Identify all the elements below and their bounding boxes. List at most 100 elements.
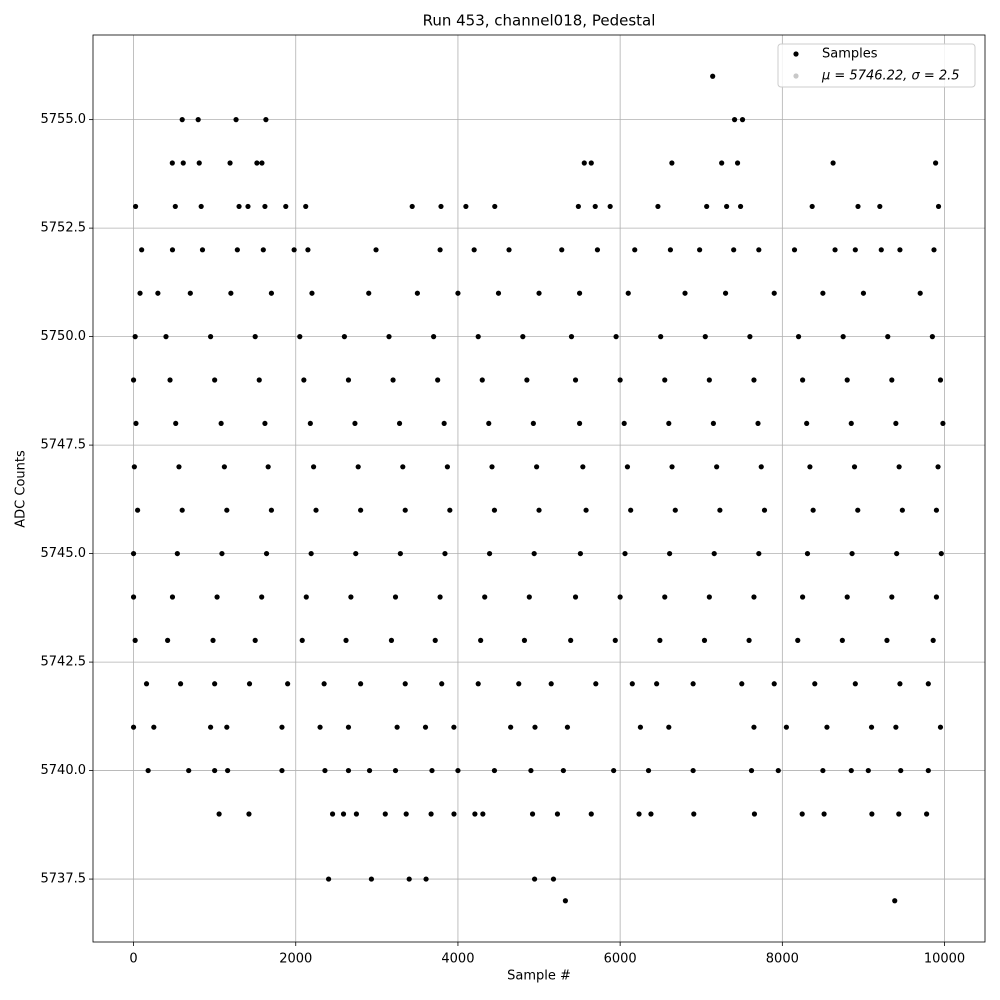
legend-note: μ = 5746.22, σ = 2.5	[821, 69, 960, 84]
point	[265, 464, 271, 470]
point	[386, 334, 392, 340]
point	[897, 681, 903, 687]
point	[751, 811, 758, 817]
point	[832, 247, 838, 253]
point	[396, 420, 403, 427]
point	[130, 377, 137, 383]
point	[938, 550, 944, 557]
point	[667, 247, 674, 253]
point	[451, 724, 457, 730]
point	[655, 203, 661, 210]
point	[669, 464, 675, 470]
point	[617, 377, 623, 383]
point	[682, 290, 688, 296]
point	[341, 334, 348, 340]
point	[133, 420, 139, 427]
point	[896, 811, 902, 817]
point	[592, 203, 598, 210]
y-tick-label: 5745.0	[41, 546, 87, 561]
point	[719, 160, 725, 166]
point	[731, 117, 738, 123]
point	[317, 724, 323, 730]
point	[353, 811, 360, 817]
point	[775, 767, 781, 774]
point	[516, 681, 522, 687]
point	[388, 637, 395, 643]
point	[263, 550, 270, 557]
point	[755, 420, 761, 427]
point	[219, 550, 225, 557]
point	[844, 377, 850, 383]
point	[894, 550, 900, 557]
point	[252, 334, 258, 340]
point	[313, 507, 319, 513]
point	[930, 637, 936, 643]
point	[559, 247, 565, 253]
point	[163, 334, 169, 340]
legend-box	[777, 43, 976, 88]
y-axis-label: ADC Counts	[14, 450, 29, 528]
point	[855, 203, 861, 210]
point	[935, 203, 942, 210]
legend-marker	[793, 73, 799, 79]
point	[212, 377, 218, 383]
point	[366, 290, 372, 296]
point	[246, 811, 252, 817]
point	[714, 464, 720, 470]
point	[214, 594, 220, 600]
point	[933, 507, 940, 513]
point	[402, 681, 408, 687]
point	[455, 290, 461, 296]
point	[717, 507, 723, 513]
point	[761, 507, 768, 513]
point	[810, 507, 816, 513]
point	[180, 160, 186, 166]
point	[672, 507, 678, 513]
point	[486, 420, 492, 427]
point	[632, 247, 638, 253]
point	[268, 290, 275, 296]
point	[804, 420, 810, 427]
point	[437, 594, 443, 600]
point	[897, 247, 903, 253]
point	[931, 247, 937, 253]
point	[576, 420, 583, 427]
point	[130, 724, 137, 730]
point	[662, 377, 668, 383]
point	[628, 507, 634, 513]
point	[345, 767, 352, 774]
point	[771, 681, 777, 687]
point	[299, 637, 305, 643]
point	[925, 767, 931, 774]
point	[495, 290, 502, 296]
point	[611, 767, 617, 774]
point	[403, 811, 409, 817]
point	[373, 247, 379, 253]
point	[224, 507, 230, 513]
point	[218, 420, 224, 427]
point	[722, 290, 729, 296]
point	[625, 290, 631, 296]
point	[621, 420, 627, 427]
point	[536, 507, 542, 513]
point	[739, 117, 746, 123]
point	[747, 334, 753, 340]
point	[531, 550, 537, 557]
point	[400, 464, 406, 470]
y-tick-label: 5755.0	[41, 112, 87, 127]
point	[860, 290, 867, 296]
point	[432, 637, 438, 643]
point	[198, 203, 204, 210]
point	[924, 811, 930, 817]
legend-label: Samples	[822, 47, 878, 62]
point	[748, 767, 755, 774]
point	[397, 550, 403, 557]
point	[297, 334, 303, 340]
point	[131, 464, 137, 470]
point	[568, 637, 574, 643]
point	[583, 507, 589, 513]
point	[658, 334, 664, 340]
point	[724, 203, 730, 210]
point	[624, 464, 631, 470]
point	[588, 811, 594, 817]
